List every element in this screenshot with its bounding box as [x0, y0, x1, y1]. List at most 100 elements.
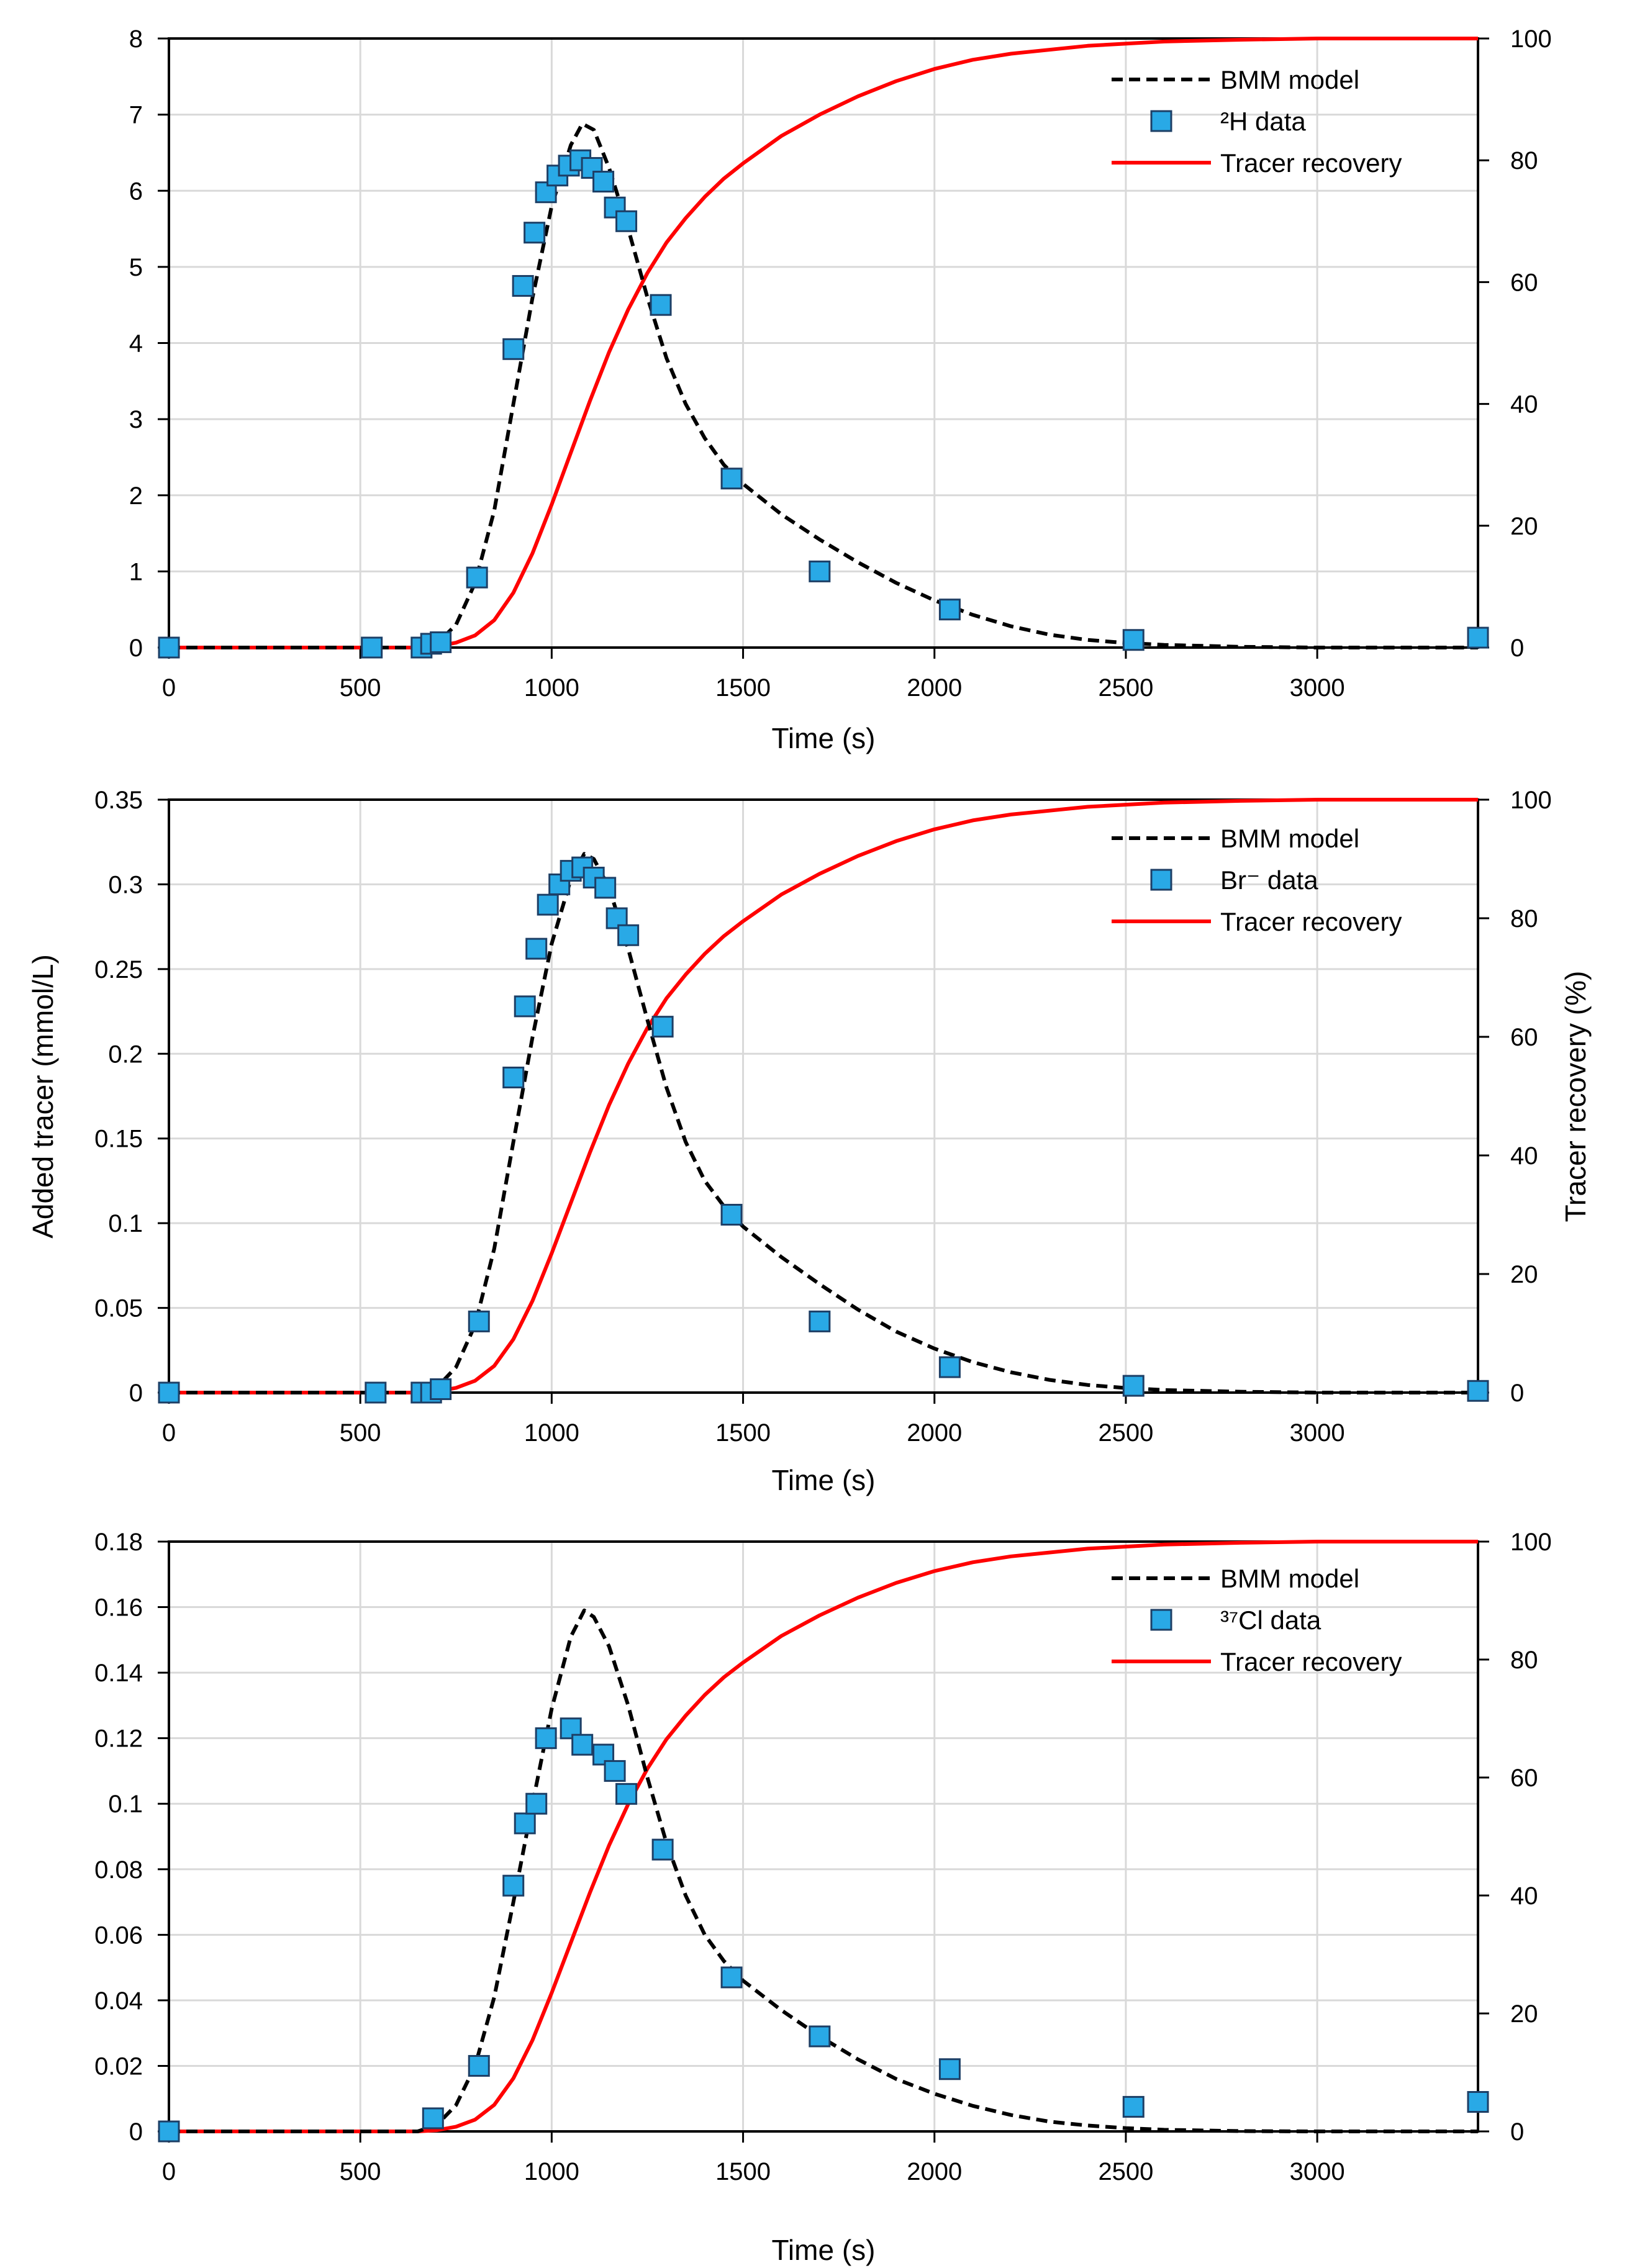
y-tick-label: 6	[129, 178, 143, 205]
tracer-recovery-line	[169, 798, 1478, 1394]
data-point	[466, 566, 488, 589]
y-tick-label: 1	[129, 558, 143, 585]
gridlines	[169, 800, 1478, 1393]
x-tick-label: 2500	[1098, 2158, 1153, 2185]
data-point	[1122, 2095, 1145, 2118]
x-tick-label: 1000	[524, 1419, 579, 1447]
y-tick-label: 2	[129, 482, 143, 510]
y2-tick-label: 80	[1510, 905, 1538, 933]
data-point	[514, 995, 536, 1018]
y-tick-label: 0	[129, 2118, 143, 2146]
y2-tick-label: 80	[1510, 147, 1538, 174]
x-tick-label: 2500	[1098, 1419, 1153, 1447]
data-point	[938, 599, 961, 621]
x-tick-label: 1500	[715, 1419, 771, 1447]
y2-tick-label: 40	[1510, 391, 1538, 418]
data-point	[535, 1727, 557, 1750]
x-tick-label: 3000	[1290, 1419, 1345, 1447]
data-point	[571, 1733, 594, 1756]
data-point	[365, 1381, 387, 1404]
data-point	[158, 2120, 180, 2143]
legend-data-swatch	[1150, 869, 1172, 891]
data-point	[1467, 1380, 1489, 1402]
y2-tick-label: 20	[1510, 1261, 1538, 1288]
data-point	[1467, 626, 1489, 649]
y-tick-label: 0.05	[94, 1295, 143, 1322]
legend-data-label: Br⁻ data	[1220, 865, 1318, 895]
y2-tick-label: 60	[1510, 269, 1538, 296]
data-point	[537, 893, 559, 916]
x-tick-label: 3000	[1290, 674, 1345, 702]
y2-axis-label: Tracer recovery (%)	[1559, 971, 1592, 1222]
panel-bromide-tracer: 0 500 1000 1500 2000 2500 300000.050.10.150.20…	[27, 787, 1592, 1496]
data-point	[525, 1792, 548, 1815]
y2-tick-label: 20	[1510, 2000, 1538, 2028]
y-tick-label: 0.06	[94, 1922, 143, 1949]
legend-recovery-label: Tracer recovery	[1220, 1647, 1402, 1676]
plot-frame	[168, 798, 1479, 1394]
data-point	[422, 2107, 444, 2130]
data-points	[158, 149, 1489, 659]
data-point	[1122, 629, 1145, 651]
x-axis-label: Time (s)	[772, 722, 876, 754]
y-tick-label: 0.16	[94, 1594, 143, 1622]
y2-tick-label: 40	[1510, 1882, 1538, 1910]
y-tick-label: 0.2	[108, 1041, 143, 1068]
data-point	[938, 2058, 961, 2081]
panel-2h-tracer: 0 500 1000 1500 2000 2500 30000123456780204060…	[129, 25, 1552, 754]
x-tick-label: 1000	[524, 674, 579, 702]
legend-model-label: BMM model	[1220, 1564, 1359, 1593]
legend-data-swatch	[1150, 1609, 1172, 1631]
data-point	[512, 275, 534, 297]
legend-data-swatch	[1150, 110, 1172, 132]
x-tick-label: 2000	[907, 674, 962, 702]
legend-recovery-label: Tracer recovery	[1220, 907, 1402, 936]
data-point	[651, 1838, 674, 1861]
plot-frame	[168, 1540, 1479, 2133]
data-point	[525, 937, 548, 960]
y2-tick-label: 100	[1510, 25, 1552, 53]
y2-tick-label: 0	[1510, 2118, 1524, 2146]
data-point	[430, 631, 452, 653]
x-tick-label: 2000	[907, 2158, 962, 2185]
y2-tick-label: 60	[1510, 1024, 1538, 1051]
y-tick-label: 0.02	[94, 2053, 143, 2080]
data-point	[651, 1016, 674, 1038]
data-point	[548, 873, 571, 895]
y-tick-label: 0.35	[94, 787, 143, 814]
data-point	[592, 171, 615, 193]
y-tick-label: 0	[129, 1380, 143, 1407]
data-point	[605, 907, 628, 929]
data-point	[158, 1381, 180, 1404]
x-tick-label: 0	[162, 2158, 176, 2185]
legend-model-label: BMM model	[1220, 65, 1359, 94]
data-point	[617, 924, 640, 946]
y2-tick-label: 20	[1510, 513, 1538, 540]
legend-model-label: BMM model	[1220, 824, 1359, 853]
x-tick-label: 500	[340, 2158, 381, 2185]
y-tick-label: 0.1	[108, 1210, 143, 1237]
y-tick-label: 0.15	[94, 1126, 143, 1153]
data-point	[502, 1066, 525, 1088]
data-point	[1122, 1375, 1145, 1397]
data-point	[502, 338, 525, 360]
legend: BMM model ²H data Tracer recovery	[1112, 65, 1402, 178]
data-point	[615, 1782, 638, 1805]
data-point	[604, 1760, 626, 1782]
x-tick-label: 2500	[1098, 674, 1153, 702]
y2-tick-label: 0	[1510, 635, 1524, 662]
x-tick-label: 1500	[715, 2158, 771, 2185]
y2-tick-label: 100	[1510, 787, 1552, 814]
x-tick-label: 3000	[1290, 2158, 1345, 2185]
legend: BMM model ³⁷Cl data Tracer recovery	[1112, 1564, 1402, 1676]
data-point	[594, 877, 617, 899]
data-point	[720, 1966, 743, 1989]
y-tick-label: 7	[129, 102, 143, 129]
y-tick-label: 3	[129, 406, 143, 433]
x-tick-label: 2000	[907, 1419, 962, 1447]
data-point	[720, 1204, 743, 1226]
data-point	[514, 1812, 536, 1835]
x-tick-label: 0	[162, 1419, 176, 1447]
data-point	[938, 1356, 961, 1378]
